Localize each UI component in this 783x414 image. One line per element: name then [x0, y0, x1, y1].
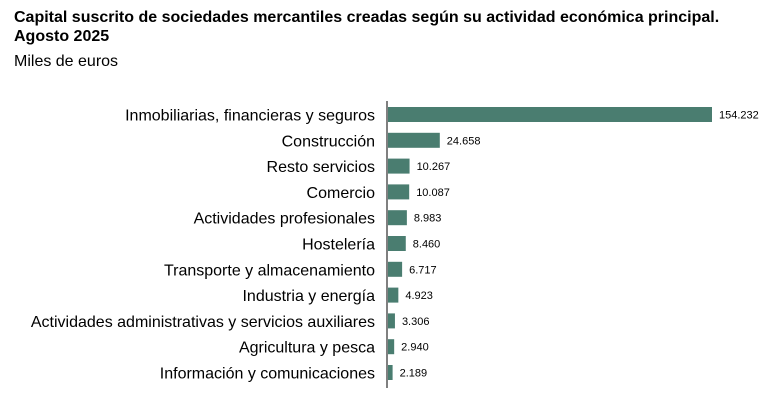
bar	[388, 287, 399, 303]
category-label: Actividades profesionales	[194, 211, 375, 228]
chart-subtitle: Miles de euros	[14, 53, 119, 70]
category-label: Actividades administrativas y servicios …	[31, 314, 375, 331]
value-label: 8.983	[414, 213, 442, 225]
bar	[388, 107, 712, 122]
bar	[388, 158, 410, 174]
category-label: Industria y energía	[242, 288, 375, 305]
bars	[388, 107, 712, 380]
category-label: Agricultura y pesca	[239, 340, 375, 357]
category-label: Construcción	[282, 133, 375, 150]
bar	[388, 339, 395, 355]
category-label: Comercio	[307, 185, 376, 202]
value-labels: 154.232 24.658 10.267 10.087 8.983 8.460 6.717…	[400, 110, 759, 380]
value-label: 4.923	[405, 290, 433, 302]
value-label: 2.189	[400, 368, 428, 380]
value-label: 10.267	[417, 161, 451, 173]
category-label: Información y comunicaciones	[160, 366, 375, 383]
chart-title-line-1: Capital suscrito de sociedades mercantil…	[14, 9, 720, 26]
value-label: 2.940	[401, 342, 429, 354]
chart-title-line-2: Agosto 2025	[14, 28, 110, 45]
bar	[388, 210, 407, 226]
bar	[388, 313, 395, 329]
value-label: 10.087	[416, 187, 450, 199]
category-label: Transporte y almacenamiento	[164, 262, 375, 279]
chart-title: Capital suscrito de sociedades mercantil…	[14, 8, 719, 46]
category-label: Inmobiliarias, financieras y seguros	[125, 108, 375, 125]
value-label: 154.232	[719, 110, 759, 122]
value-label: 8.460	[413, 239, 441, 251]
category-label: Resto servicios	[267, 159, 375, 176]
value-label: 6.717	[409, 264, 437, 276]
bar	[388, 184, 410, 200]
bar	[388, 132, 440, 148]
value-label: 24.658	[447, 135, 481, 147]
bar	[388, 261, 403, 277]
bar	[388, 236, 406, 251]
chart-title-text: Capital suscrito de sociedades mercantil…	[14, 9, 719, 45]
value-label: 3.306	[402, 316, 430, 328]
category-labels: Inmobiliarias, financieras y seguros Cons…	[31, 108, 375, 383]
bar	[388, 365, 393, 380]
category-label: Hostelería	[302, 237, 375, 254]
